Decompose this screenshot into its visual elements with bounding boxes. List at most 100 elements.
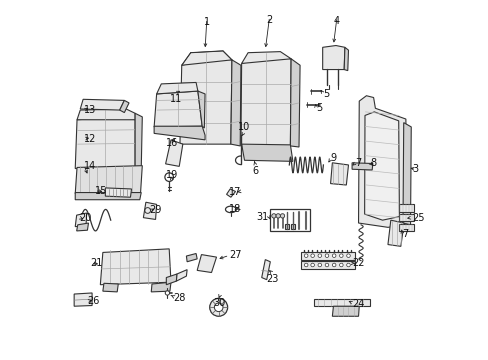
- Polygon shape: [75, 166, 142, 194]
- Text: 2: 2: [266, 15, 272, 25]
- Polygon shape: [151, 282, 171, 292]
- Polygon shape: [301, 252, 354, 260]
- Circle shape: [209, 298, 227, 316]
- Polygon shape: [77, 109, 135, 120]
- Polygon shape: [399, 204, 413, 212]
- Circle shape: [280, 214, 284, 218]
- Polygon shape: [197, 255, 216, 273]
- Circle shape: [214, 303, 223, 312]
- Polygon shape: [182, 51, 231, 65]
- Text: 7: 7: [402, 229, 407, 239]
- Polygon shape: [198, 91, 204, 128]
- Text: 14: 14: [83, 161, 96, 171]
- Polygon shape: [330, 163, 348, 185]
- Polygon shape: [301, 261, 354, 269]
- Text: 31: 31: [256, 212, 268, 221]
- Polygon shape: [261, 260, 270, 280]
- Text: 21: 21: [90, 258, 102, 268]
- Polygon shape: [322, 45, 344, 69]
- Polygon shape: [399, 224, 413, 231]
- Circle shape: [271, 214, 276, 218]
- Text: 9: 9: [330, 153, 336, 163]
- Polygon shape: [166, 274, 177, 285]
- Text: 6: 6: [252, 166, 258, 176]
- Polygon shape: [358, 96, 406, 227]
- Polygon shape: [135, 113, 142, 170]
- Polygon shape: [165, 140, 183, 166]
- Circle shape: [332, 263, 335, 267]
- Text: 4: 4: [333, 16, 339, 26]
- Circle shape: [332, 254, 335, 257]
- Polygon shape: [120, 100, 129, 113]
- Polygon shape: [143, 202, 156, 220]
- Polygon shape: [75, 117, 135, 171]
- Text: 30: 30: [213, 298, 225, 308]
- Polygon shape: [80, 99, 124, 110]
- Text: 10: 10: [237, 122, 249, 132]
- Text: 7: 7: [355, 158, 361, 168]
- Polygon shape: [77, 223, 88, 231]
- Text: 3: 3: [411, 164, 418, 174]
- Text: 25: 25: [411, 213, 424, 222]
- Circle shape: [165, 291, 169, 295]
- Circle shape: [310, 263, 314, 267]
- Circle shape: [310, 254, 314, 257]
- Circle shape: [339, 263, 343, 267]
- Text: 5: 5: [323, 89, 329, 99]
- Polygon shape: [176, 270, 187, 281]
- Text: 26: 26: [87, 296, 100, 306]
- Text: 23: 23: [266, 274, 278, 284]
- Polygon shape: [314, 299, 369, 306]
- Circle shape: [317, 254, 321, 257]
- Polygon shape: [226, 189, 235, 197]
- Polygon shape: [74, 293, 92, 306]
- Polygon shape: [290, 224, 294, 229]
- Circle shape: [276, 214, 280, 218]
- Polygon shape: [387, 220, 403, 246]
- Polygon shape: [154, 91, 202, 127]
- Circle shape: [325, 263, 328, 267]
- Polygon shape: [364, 112, 399, 220]
- Polygon shape: [402, 123, 410, 225]
- Polygon shape: [351, 163, 372, 170]
- FancyBboxPatch shape: [270, 209, 310, 231]
- Text: 12: 12: [83, 134, 96, 144]
- Text: 8: 8: [369, 158, 375, 168]
- Polygon shape: [75, 193, 141, 200]
- Polygon shape: [102, 283, 118, 292]
- Circle shape: [304, 263, 307, 267]
- Polygon shape: [186, 253, 197, 262]
- Polygon shape: [241, 144, 292, 161]
- Text: 11: 11: [170, 94, 182, 104]
- Polygon shape: [344, 47, 348, 71]
- Polygon shape: [241, 56, 290, 146]
- Text: 1: 1: [203, 17, 209, 27]
- Text: 24: 24: [351, 299, 364, 309]
- Polygon shape: [332, 306, 359, 316]
- Polygon shape: [75, 213, 86, 226]
- Polygon shape: [180, 58, 231, 144]
- Text: 27: 27: [229, 250, 242, 260]
- Text: 20: 20: [79, 213, 91, 222]
- Polygon shape: [290, 59, 300, 147]
- Polygon shape: [154, 126, 204, 140]
- Text: 18: 18: [228, 204, 241, 214]
- Polygon shape: [285, 224, 289, 229]
- Polygon shape: [241, 51, 290, 63]
- Text: 19: 19: [165, 170, 178, 180]
- Text: 5: 5: [316, 103, 322, 113]
- Circle shape: [346, 254, 349, 257]
- Text: 16: 16: [165, 138, 178, 148]
- Circle shape: [304, 254, 307, 257]
- Polygon shape: [156, 82, 198, 94]
- Polygon shape: [399, 214, 413, 221]
- Text: 28: 28: [173, 293, 185, 303]
- Text: 15: 15: [94, 186, 107, 196]
- Circle shape: [346, 263, 349, 267]
- Circle shape: [317, 263, 321, 267]
- Text: 17: 17: [228, 187, 241, 197]
- Circle shape: [339, 254, 343, 257]
- Text: 22: 22: [351, 258, 364, 268]
- Polygon shape: [230, 60, 241, 146]
- Polygon shape: [105, 188, 131, 197]
